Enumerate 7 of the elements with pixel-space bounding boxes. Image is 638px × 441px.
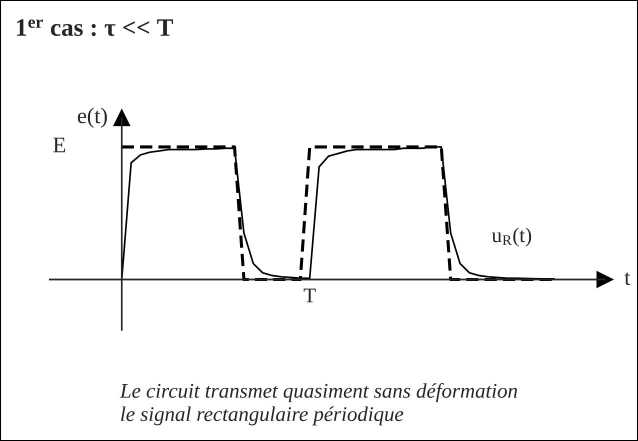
- y-axis-title: e(t): [78, 108, 107, 128]
- text: Le circuit transmet quasiment sans déformation le signal rectangulaire périodique: [120, 383, 518, 426]
- text: T: [304, 288, 316, 302]
- x-axis-title: t: [624, 272, 630, 286]
- series-label: u$_{R}$(t): [492, 228, 532, 246]
- chart-title: 1$^{er}$ cas : τ << T: [17, 19, 174, 36]
- text: E: [53, 138, 66, 152]
